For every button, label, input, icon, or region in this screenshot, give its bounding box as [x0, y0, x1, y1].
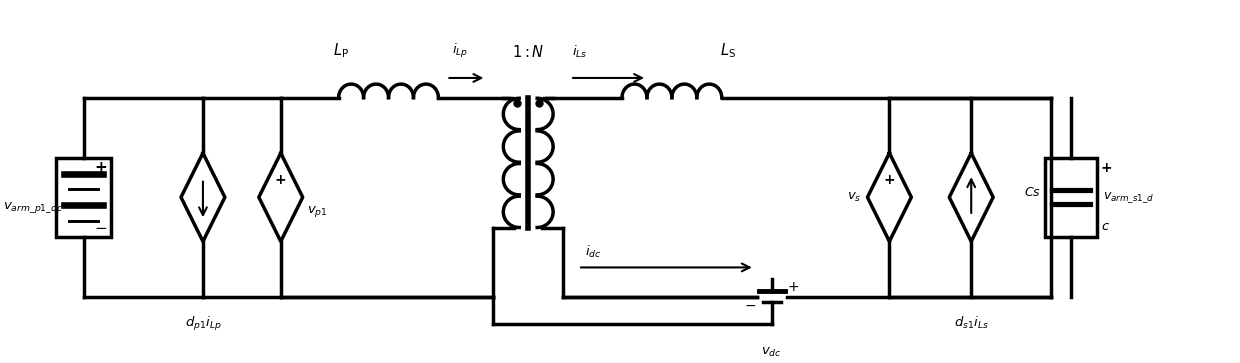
Text: $v_{arm\_s1\_d}$: $v_{arm\_s1\_d}$	[1102, 190, 1154, 205]
Text: $L_{\mathrm{S}}$: $L_{\mathrm{S}}$	[719, 42, 735, 60]
Text: $-$: $-$	[744, 298, 755, 312]
Text: +: +	[275, 172, 286, 187]
Text: $v_s$: $v_s$	[847, 191, 862, 204]
Text: $d_{p1}i_{Lp}$: $d_{p1}i_{Lp}$	[185, 315, 222, 333]
Text: $v_{dc}$: $v_{dc}$	[761, 346, 782, 359]
Text: $i_{dc}$: $i_{dc}$	[585, 244, 601, 260]
Text: +: +	[94, 160, 107, 175]
Text: $i_{Ls}$: $i_{Ls}$	[572, 44, 588, 60]
Text: $v_{p1}$: $v_{p1}$	[306, 204, 327, 220]
Text: +: +	[787, 280, 800, 294]
Text: $d_{s1}i_{Ls}$: $d_{s1}i_{Ls}$	[954, 315, 988, 331]
Bar	[1045, 158, 1097, 237]
Text: +: +	[884, 172, 895, 187]
Text: +: +	[1101, 161, 1112, 175]
Text: $L_{\mathrm{P}}$: $L_{\mathrm{P}}$	[332, 42, 348, 60]
Text: $-$: $-$	[94, 219, 107, 234]
Text: $c$: $c$	[1101, 220, 1110, 233]
Text: $v_{arm\_p1\_dc}$: $v_{arm\_p1\_dc}$	[4, 200, 63, 215]
Text: $i_{Lp}$: $i_{Lp}$	[453, 42, 469, 60]
Bar	[56, 158, 112, 237]
Text: $1:N$: $1:N$	[512, 44, 544, 60]
Text: $Cs$: $Cs$	[1024, 186, 1042, 199]
